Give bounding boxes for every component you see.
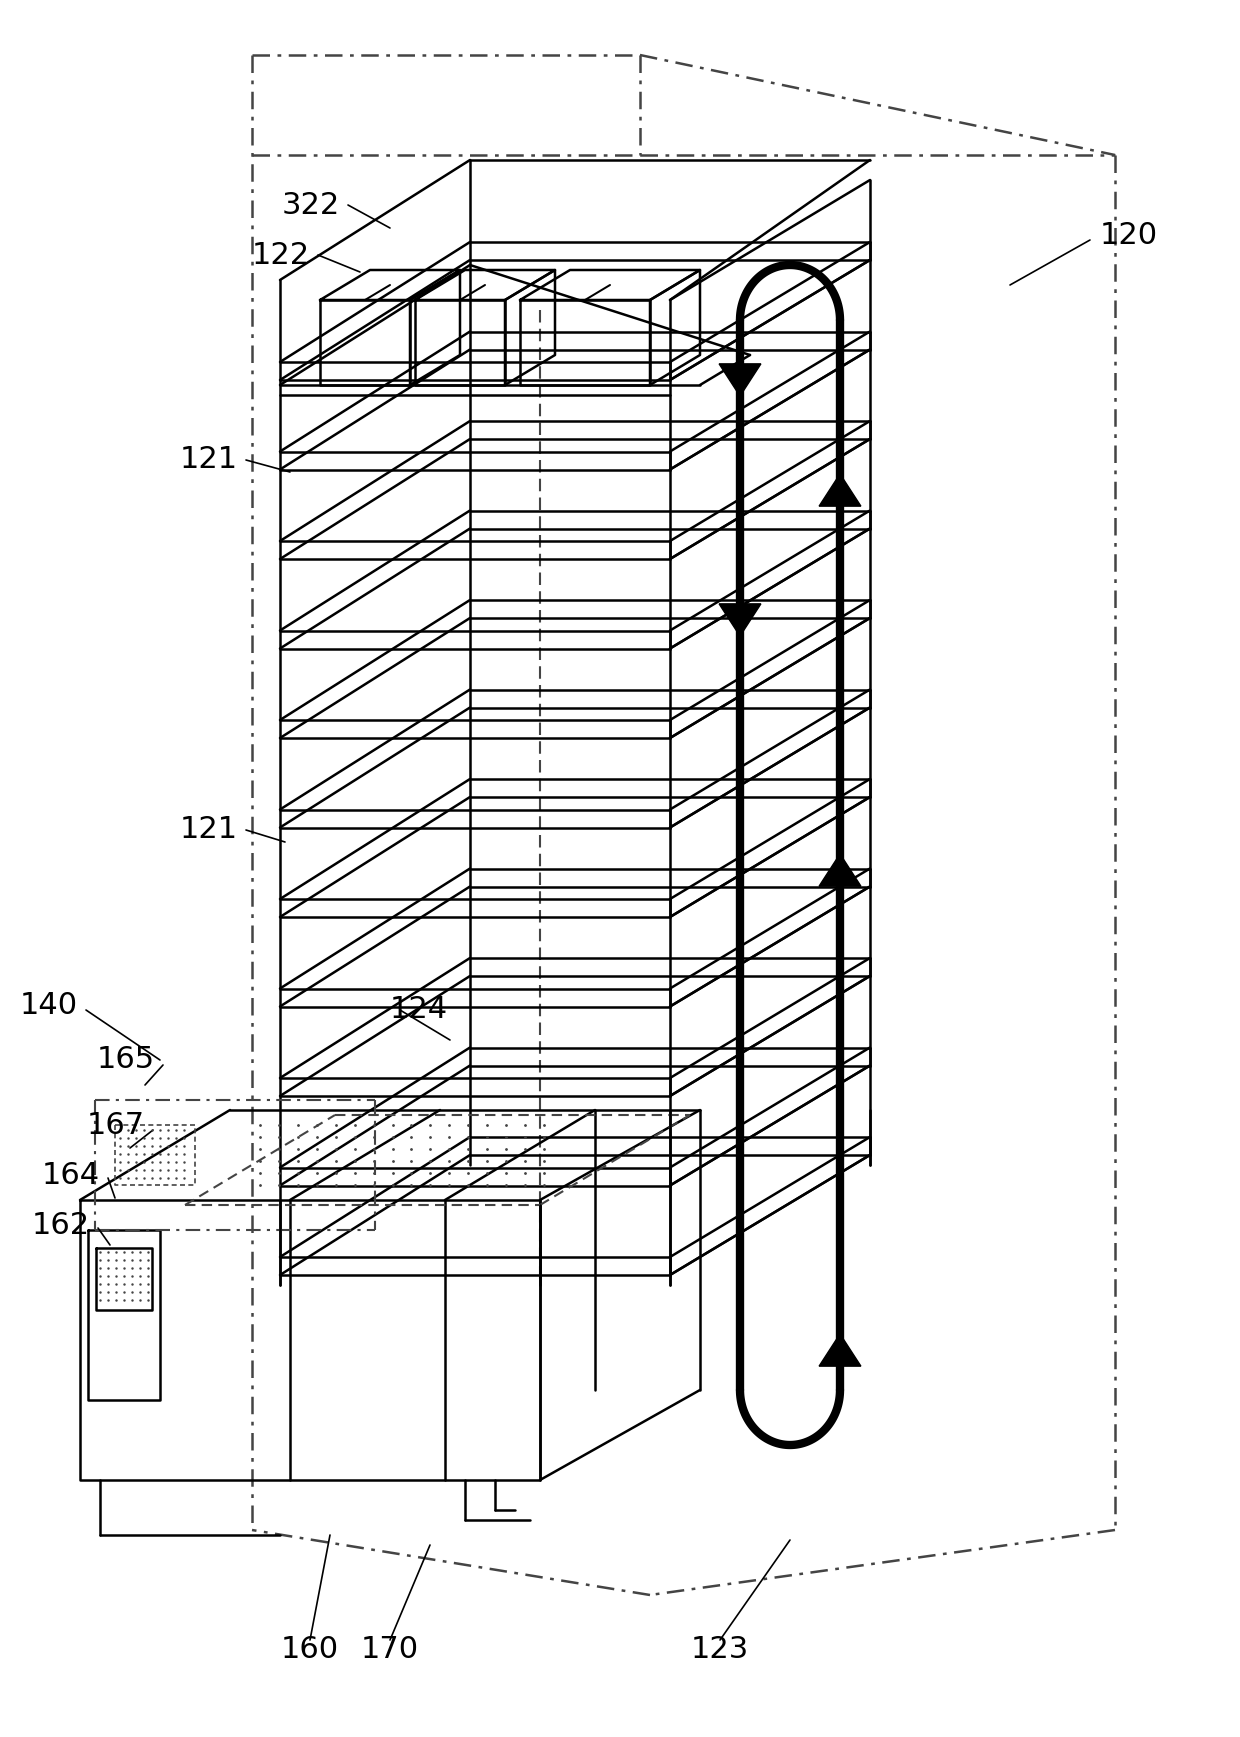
Text: 124: 124	[391, 995, 448, 1025]
Polygon shape	[719, 363, 761, 396]
Text: 120: 120	[1100, 221, 1158, 250]
Text: 165: 165	[97, 1046, 155, 1075]
Text: 322: 322	[281, 191, 340, 219]
Polygon shape	[820, 1334, 861, 1365]
Text: 160: 160	[281, 1636, 339, 1664]
Text: 167: 167	[87, 1110, 145, 1139]
Text: 123: 123	[691, 1636, 749, 1664]
Text: 121: 121	[180, 445, 238, 474]
Text: 162: 162	[32, 1211, 91, 1240]
Text: 164: 164	[42, 1160, 100, 1190]
Text: 140: 140	[20, 990, 78, 1020]
Text: 170: 170	[361, 1636, 419, 1664]
Polygon shape	[820, 474, 861, 505]
Polygon shape	[820, 855, 861, 886]
Polygon shape	[719, 604, 761, 636]
Text: 122: 122	[252, 240, 310, 269]
Text: 121: 121	[180, 815, 238, 844]
